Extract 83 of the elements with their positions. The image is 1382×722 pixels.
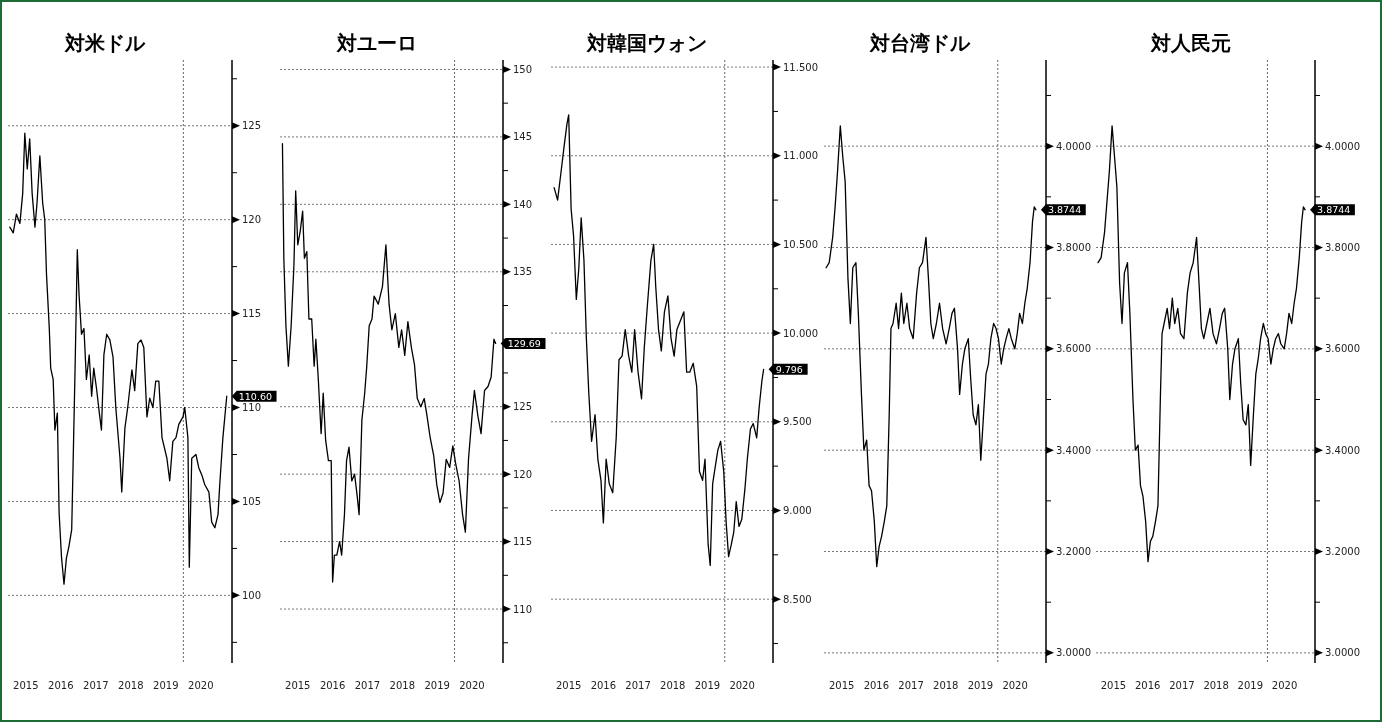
y-tick-label: 115 [513,536,533,548]
x-tick-label: 2019 [424,680,450,691]
chart-title: 対米ドル [64,31,146,55]
y-tick-label: 3.2000 [1325,546,1360,558]
x-tick-label: 2018 [118,680,144,691]
y-tick-label: 11.000 [783,150,818,162]
annotation: 3.8744 [1317,204,1351,216]
y-tick-label: 10.500 [783,238,818,250]
line-series [1097,125,1306,563]
x-tick-label: 2016 [319,680,346,691]
x-tick-label: 2020 [188,680,214,691]
y-tick-label: 3.8000 [1325,241,1360,253]
value-tag: 110.60 [231,390,277,402]
x-tick-label: 2019 [1237,680,1264,691]
x-tick-label: 2018 [389,680,416,691]
y-tick-label: 120 [242,214,262,226]
annotation: 110.60 [238,390,272,402]
line-series [281,142,497,583]
x-tick-label: 2020 [729,680,755,691]
y-tick-label: 3.6000 [1056,343,1091,355]
y-tick-label: 3.2000 [1056,546,1091,558]
x-tick-label: 2019 [153,680,179,691]
annotation: 129.69 [507,337,541,349]
y-tick-label: 4.0000 [1325,140,1360,152]
y-tick-label: 3.4000 [1056,444,1091,456]
chart-title: 対韓国ウォン [586,31,707,55]
chart-title: 対ユーロ [335,31,417,55]
x-tick-label: 2015 [1100,680,1127,691]
x-tick-label: 2016 [863,680,890,691]
x-tick-label: 2015 [13,680,39,691]
x-tick-label: 2016 [48,680,74,691]
y-tick-label: 3.4000 [1325,444,1360,456]
x-tick-label: 2017 [898,680,924,691]
y-tick-label: 150 [513,63,533,75]
y-tick-label: 125 [242,120,262,132]
x-tick-label: 2016 [1134,680,1161,691]
y-tick-label: 145 [513,131,533,143]
x-tick-label: 2018 [660,680,686,691]
x-tick-label: 2017 [354,680,381,691]
annotation: 9.796 [775,363,803,375]
x-tick-label: 2020 [459,680,485,691]
value-tag: 129.69 [500,337,546,349]
x-tick-label: 2017 [83,680,109,691]
value-tag: 9.796 [768,363,808,375]
y-tick-label: 135 [513,266,533,278]
y-tick-label: 110 [242,402,262,414]
x-tick-label: 2018 [1203,680,1229,691]
chart-title: 対台湾ドル [869,31,971,55]
x-tick-label: 2016 [590,680,617,691]
x-tick-label: 2017 [625,680,651,691]
line-series [553,114,765,567]
value-tag: 3.8744 [1040,204,1086,216]
chart-title: 対人民元 [1149,31,1231,55]
y-tick-label: 4.0000 [1056,140,1091,152]
x-tick-label: 2015 [285,680,311,691]
y-tick-label: 8.500 [783,593,812,605]
y-tick-label: 3.6000 [1325,343,1360,355]
y-tick-label: 9.000 [783,504,812,516]
x-tick-label: 2020 [1271,680,1298,691]
x-tick-label: 2018 [933,680,959,691]
y-tick-label: 125 [513,401,533,413]
x-tick-label: 2019 [967,680,994,691]
x-tick-label: 2017 [1169,680,1195,691]
value-tag: 3.8744 [1310,204,1355,216]
y-tick-label: 11.500 [783,61,818,73]
y-tick-label: 115 [242,308,262,320]
annotation: 3.8744 [1047,204,1082,216]
y-tick-label: 140 [513,198,533,210]
y-tick-label: 100 [242,589,262,601]
x-tick-label: 2020 [1002,680,1028,691]
y-tick-label: 3.0000 [1325,647,1360,659]
y-tick-label: 110 [513,603,533,615]
x-tick-label: 2015 [555,680,582,691]
line-series [825,125,1037,568]
y-tick-label: 3.8000 [1056,241,1091,253]
x-tick-label: 2015 [828,680,855,691]
y-tick-label: 3.0000 [1056,647,1091,659]
x-tick-label: 2019 [694,680,721,691]
line-series [9,132,228,585]
y-tick-label: 105 [242,495,262,507]
y-tick-label: 120 [513,468,533,480]
y-tick-label: 9.500 [783,416,812,428]
y-tick-label: 10.000 [783,327,818,339]
